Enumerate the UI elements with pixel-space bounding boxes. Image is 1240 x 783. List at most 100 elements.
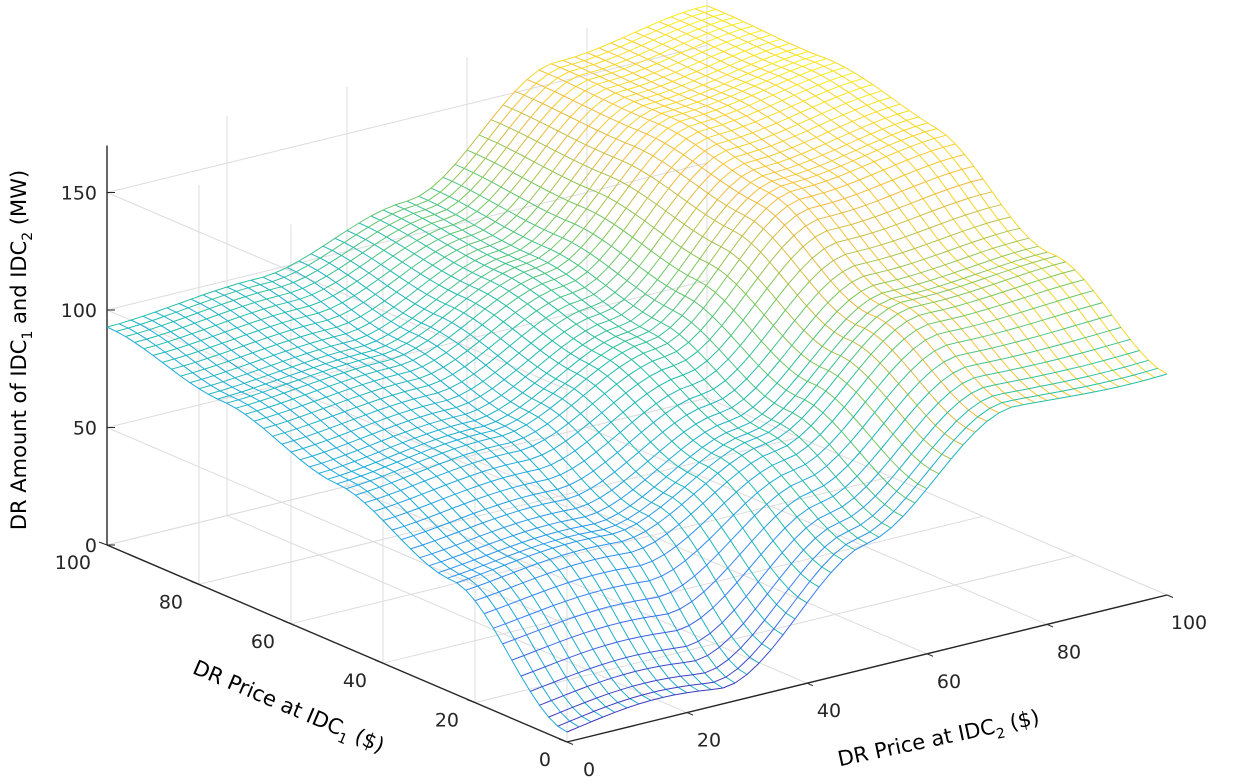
- surface-segment: [588, 354, 602, 365]
- surface-segment: [801, 148, 814, 155]
- surface-segment: [603, 524, 616, 530]
- surface-segment: [647, 450, 661, 462]
- surface-segment: [698, 127, 711, 133]
- surface-segment: [632, 682, 645, 687]
- surface-segment: [1021, 308, 1034, 313]
- surface-segment: [225, 367, 238, 373]
- surface-segment: [833, 318, 847, 333]
- surface-segment: [758, 649, 772, 664]
- surface-segment: [691, 307, 704, 323]
- surface-segment: [530, 103, 543, 118]
- surface-segment: [423, 251, 436, 260]
- surface-segment: [748, 554, 762, 569]
- surface-segment: [689, 19, 702, 26]
- surface-segment: [290, 287, 303, 294]
- surface-segment: [574, 208, 587, 225]
- surface-segment: [885, 313, 899, 324]
- surface-segment: [548, 521, 562, 526]
- surface-segment: [261, 354, 274, 360]
- surface-segment: [580, 403, 593, 414]
- surface-segment: [908, 461, 921, 478]
- surface-segment: [541, 448, 555, 456]
- surface-segment: [476, 348, 489, 359]
- surface-segment: [1014, 248, 1027, 254]
- surface-segment: [569, 478, 582, 486]
- surface-segment: [661, 365, 674, 371]
- surface-segment: [722, 389, 735, 400]
- surface-segment: [982, 333, 995, 338]
- surface-segment: [619, 164, 633, 182]
- surface-segment: [753, 165, 766, 171]
- surface-segment: [553, 219, 566, 235]
- surface-segment: [714, 275, 728, 293]
- surface-segment: [586, 192, 599, 210]
- surface-segment: [546, 362, 559, 374]
- surface-segment: [647, 257, 661, 274]
- surface-segment: [721, 609, 735, 624]
- surface-segment: [547, 641, 560, 647]
- surface-segment: [673, 560, 686, 570]
- surface-segment: [574, 612, 587, 618]
- surface-segment: [1099, 314, 1112, 319]
- surface-segment: [925, 333, 938, 341]
- surface-segment: [367, 486, 380, 492]
- surface-segment: [700, 88, 713, 95]
- surface-segment: [851, 275, 865, 283]
- surface-segment: [222, 377, 236, 383]
- surface-segment: [785, 375, 799, 391]
- surface-segment: [658, 591, 671, 598]
- surface-segment: [588, 113, 601, 127]
- surface-segment: [1038, 276, 1052, 281]
- surface-segment: [333, 454, 346, 460]
- surface-segment: [707, 133, 720, 139]
- surface-segment: [307, 257, 321, 266]
- surface-segment: [761, 402, 775, 415]
- surface-segment: [895, 159, 908, 166]
- surface-segment: [515, 136, 529, 153]
- surface-segment: [387, 326, 401, 336]
- surface-segment: [643, 615, 656, 619]
- surface-segment: [463, 153, 477, 169]
- surface-segment: [596, 51, 609, 57]
- surface-segment: [1072, 337, 1086, 342]
- surface-segment: [338, 260, 351, 270]
- surface-segment: [881, 240, 894, 246]
- surface-segment: [390, 442, 403, 448]
- surface-segment: [362, 421, 376, 428]
- surface-segment: [901, 185, 914, 192]
- surface-segment: [907, 154, 920, 161]
- surface-segment: [382, 471, 395, 477]
- surface-segment: [227, 316, 240, 322]
- surface-segment: [905, 483, 919, 499]
- surface-segment: [448, 466, 461, 473]
- surface-segment: [565, 596, 578, 602]
- grid-line: [106, 45, 708, 193]
- surface-segment: [629, 496, 643, 507]
- surface-segment: [656, 459, 670, 471]
- surface-segment: [309, 462, 322, 468]
- surface-segment: [920, 447, 933, 463]
- surface-segment: [939, 281, 952, 287]
- surface-segment: [558, 528, 571, 533]
- surface-segment: [502, 90, 516, 106]
- surface-segment: [513, 424, 527, 432]
- surface-segment: [1005, 275, 1018, 281]
- surface-segment: [611, 68, 624, 74]
- surface-segment: [477, 581, 490, 587]
- surface-segment: [916, 392, 930, 406]
- surface-segment: [713, 432, 727, 440]
- surface-segment: [689, 447, 703, 458]
- surface-segment: [620, 489, 634, 500]
- surface-segment: [527, 349, 541, 361]
- surface-segment: [577, 253, 591, 266]
- surface-segment: [726, 37, 739, 43]
- surface-segment: [512, 156, 526, 173]
- x-tick-label: 0: [583, 759, 595, 781]
- surface-segment: [351, 466, 364, 472]
- surface-segment: [526, 257, 539, 264]
- surface-segment: [180, 372, 193, 377]
- surface-segment: [263, 424, 276, 429]
- surface-segment: [701, 681, 714, 685]
- surface-segment: [836, 239, 849, 243]
- surface-segment: [872, 228, 885, 234]
